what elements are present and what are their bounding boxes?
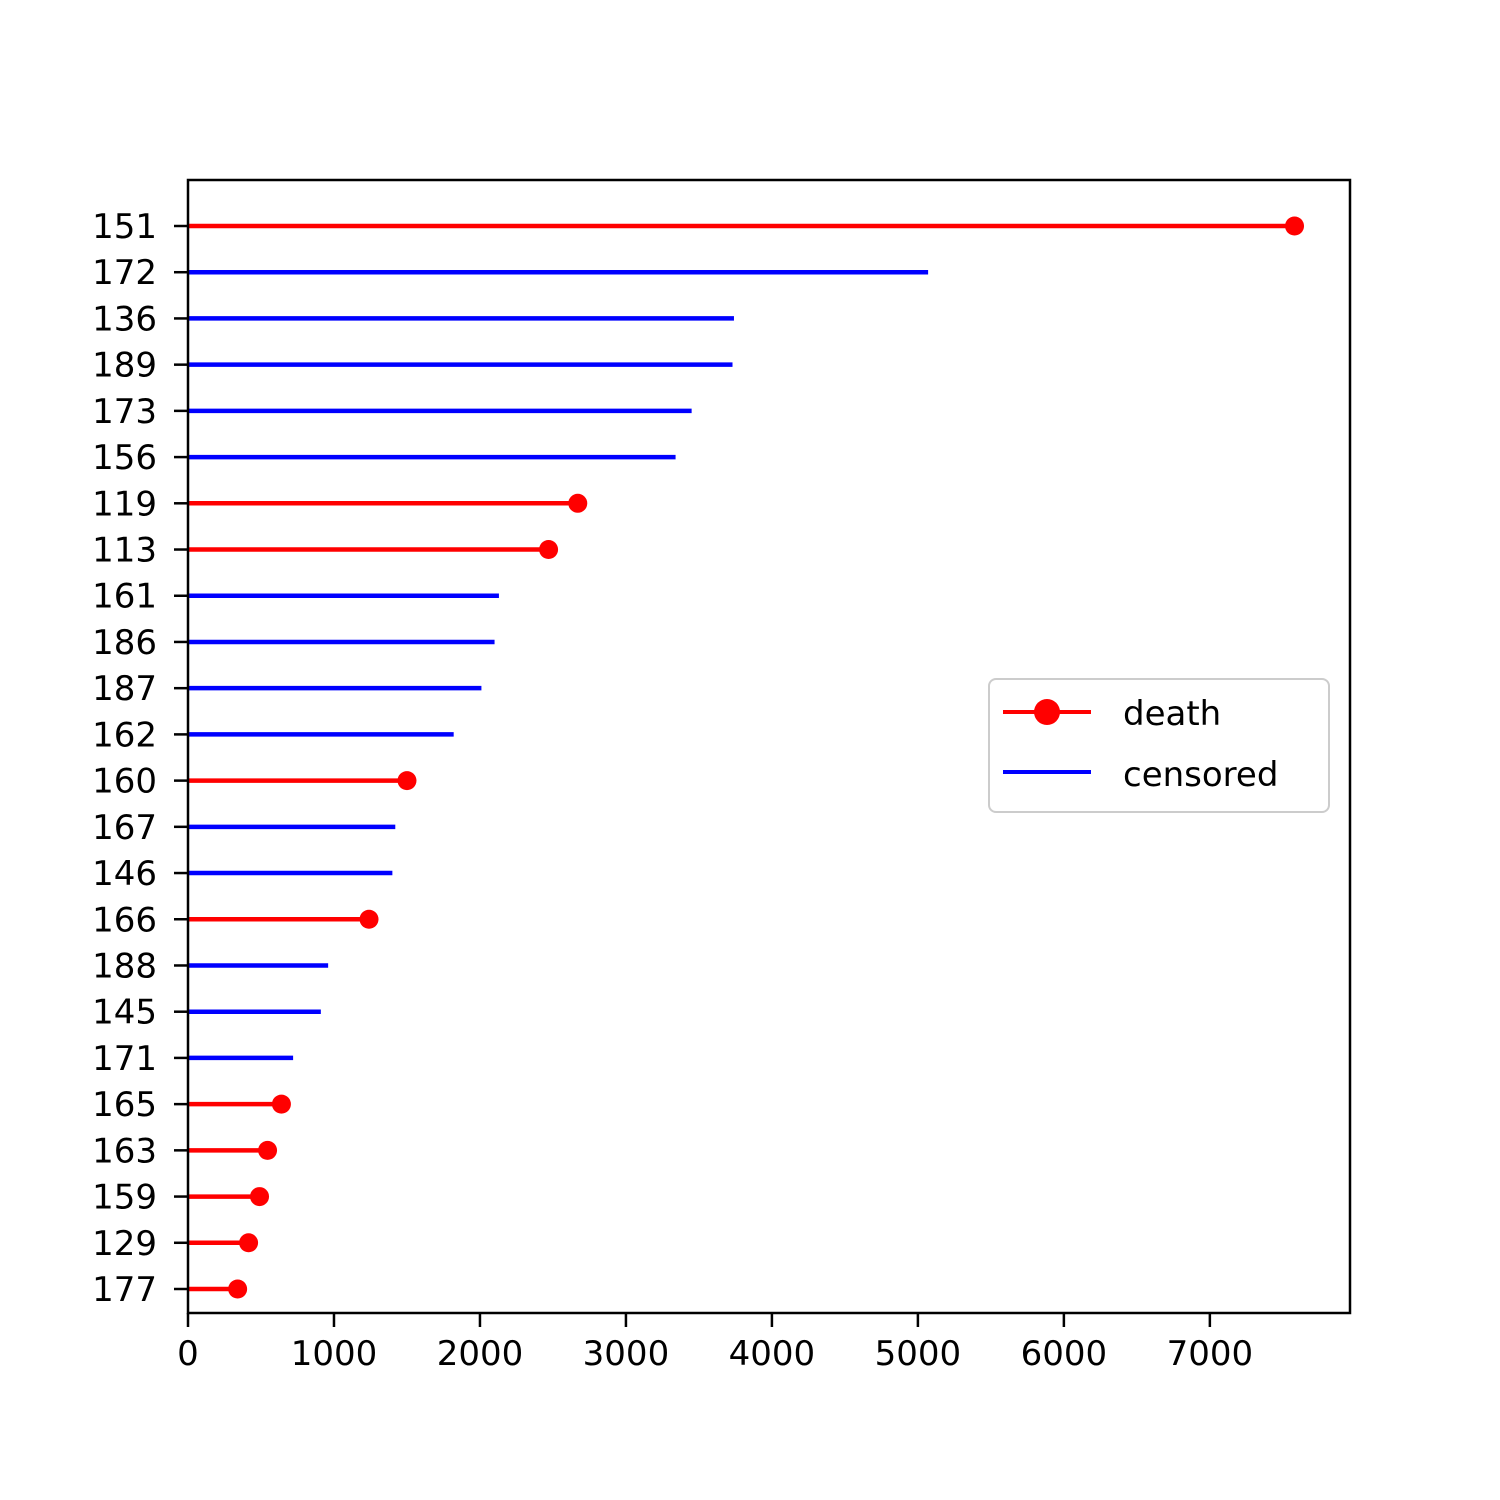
x-tick-label: 7000 xyxy=(1167,1334,1254,1374)
y-tick-label: 177 xyxy=(92,1270,157,1310)
row-177-marker xyxy=(228,1279,248,1299)
row-159-marker xyxy=(250,1187,270,1207)
y-tick-label: 161 xyxy=(92,577,157,617)
y-tick-label: 188 xyxy=(92,946,157,986)
y-tick-label: 129 xyxy=(92,1224,157,1264)
y-tick-label: 171 xyxy=(92,1039,157,1079)
y-tick-label: 162 xyxy=(92,715,157,755)
x-tick-label: 6000 xyxy=(1021,1334,1108,1374)
y-tick-label: 119 xyxy=(92,484,157,524)
chart-marks xyxy=(188,216,1305,1299)
y-tick-label: 189 xyxy=(92,346,157,386)
y-tick-label: 173 xyxy=(92,392,157,432)
y-tick-label: 167 xyxy=(92,808,157,848)
x-tick-label: 4000 xyxy=(729,1334,816,1374)
y-tick-label: 172 xyxy=(92,253,157,293)
row-160-marker xyxy=(397,771,417,791)
row-119-marker xyxy=(568,493,588,513)
y-tick-label: 160 xyxy=(92,762,157,802)
legend-censored-label: censored xyxy=(1123,755,1278,795)
y-tick-label: 113 xyxy=(92,531,157,571)
y-tick-label: 151 xyxy=(92,207,157,247)
row-165-marker xyxy=(271,1094,291,1114)
row-113-marker xyxy=(539,540,559,560)
legend: death censored xyxy=(988,678,1330,813)
x-tick-label: 5000 xyxy=(875,1334,962,1374)
y-axis: 151 172 136 189 173 156 119 113 161 186 187 162 160 1… xyxy=(92,207,188,1310)
row-129-marker xyxy=(239,1233,259,1253)
legend-death-label: death xyxy=(1123,694,1221,734)
y-tick-label: 166 xyxy=(92,900,157,940)
plot-frame xyxy=(186,178,1352,1315)
y-tick-label: 136 xyxy=(92,299,157,339)
y-tick-label: 145 xyxy=(92,993,157,1033)
y-tick-label: 159 xyxy=(92,1178,157,1218)
x-tick-label: 2000 xyxy=(437,1334,524,1374)
x-tick-label: 0 xyxy=(177,1334,199,1374)
x-tick-label: 3000 xyxy=(583,1334,670,1374)
row-163-marker xyxy=(258,1140,278,1160)
y-tick-label: 156 xyxy=(92,438,157,478)
legend-death-marker xyxy=(1034,699,1060,725)
x-tick-label: 1000 xyxy=(291,1334,378,1374)
y-tick-label: 186 xyxy=(92,623,157,663)
y-tick-label: 165 xyxy=(92,1085,157,1125)
row-166-marker xyxy=(359,909,379,929)
y-tick-label: 163 xyxy=(92,1131,157,1171)
y-tick-label: 146 xyxy=(92,854,157,894)
x-axis: 0 1000 2000 3000 4000 5000 6000 7000 xyxy=(177,1313,1253,1374)
row-151-marker xyxy=(1285,216,1305,236)
y-tick-label: 187 xyxy=(92,669,157,709)
